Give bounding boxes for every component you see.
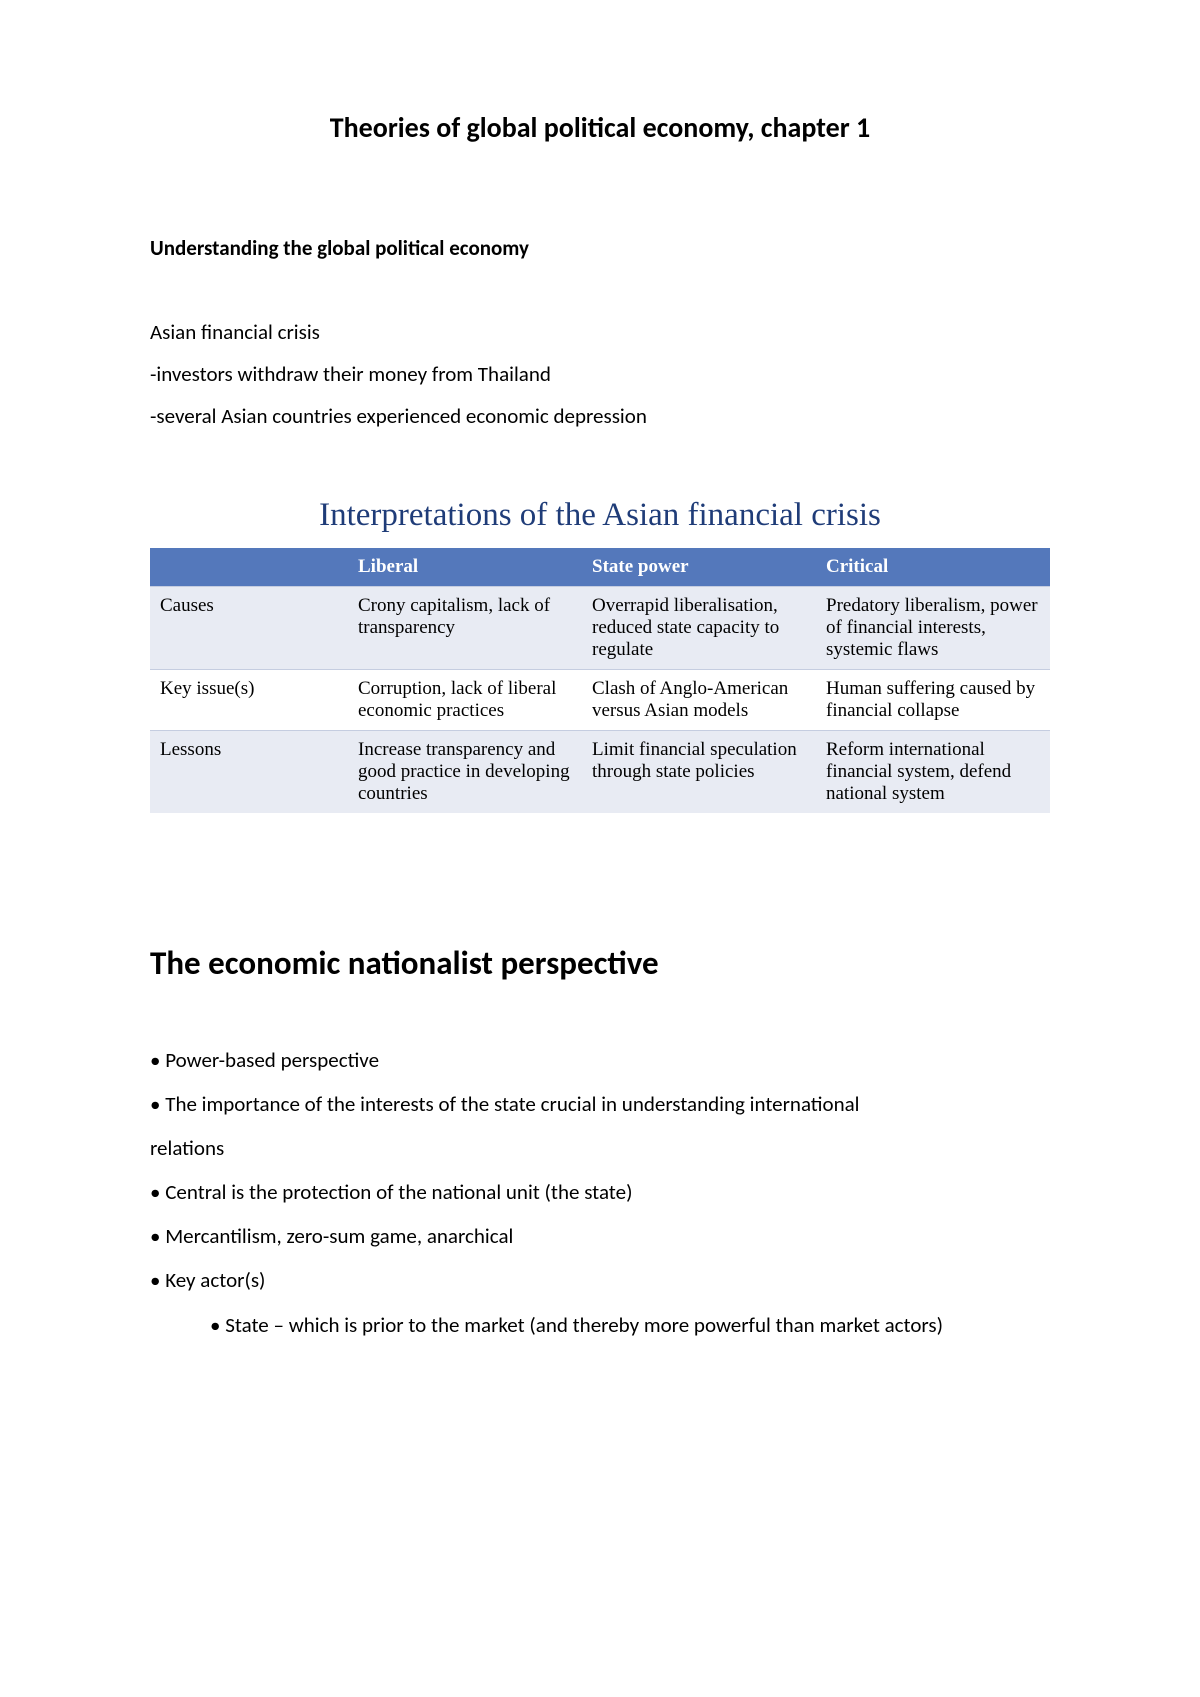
- table-cell: Clash of Anglo-American versus Asian mod…: [582, 670, 816, 731]
- page-title: Theories of global political economy, ch…: [150, 110, 1050, 145]
- intro-text-block: Asian financial crisis -investors withdr…: [150, 311, 1050, 437]
- list-item: • Power-based perspective: [150, 1038, 1050, 1082]
- list-sub-item: • State – which is prior to the market (…: [150, 1303, 1050, 1347]
- body-line: -several Asian countries experienced eco…: [150, 395, 1050, 437]
- bullet-list: • Power-based perspective • The importan…: [150, 1038, 1050, 1347]
- table-row: Key issue(s) Corruption, lack of liberal…: [150, 670, 1050, 731]
- table-cell: Crony capitalism, lack of transparency: [348, 587, 582, 670]
- list-item: • Central is the protection of the natio…: [150, 1170, 1050, 1214]
- table-cell: Overrapid liberalisation, reduced state …: [582, 587, 816, 670]
- table-header-cell: Liberal: [348, 548, 582, 587]
- table-header-cell: Critical: [816, 548, 1050, 587]
- table-cell: Causes: [150, 587, 348, 670]
- table-cell: Increase transparency and good practice …: [348, 731, 582, 814]
- list-item: • Mercantilism, zero-sum game, anarchica…: [150, 1214, 1050, 1258]
- body-line: Asian financial crisis: [150, 311, 1050, 353]
- section-heading-understanding: Understanding the global political econo…: [150, 235, 1050, 261]
- list-item: • Key actor(s): [150, 1258, 1050, 1302]
- table-header-cell: [150, 548, 348, 587]
- list-item: • The importance of the interests of the…: [150, 1082, 1050, 1126]
- table-cell: Reform international financial system, d…: [816, 731, 1050, 814]
- section-heading-nationalist: The economic nationalist perspective: [150, 943, 1050, 983]
- table-title: Interpretations of the Asian financial c…: [150, 497, 1050, 534]
- table-cell: Lessons: [150, 731, 348, 814]
- document-page: Theories of global political economy, ch…: [0, 0, 1200, 1427]
- table-header-row: Liberal State power Critical: [150, 548, 1050, 587]
- table-cell: Human suffering caused by financial coll…: [816, 670, 1050, 731]
- list-item: relations: [150, 1126, 1050, 1170]
- table-cell: Corruption, lack of liberal economic pra…: [348, 670, 582, 731]
- interpretations-table: Liberal State power Critical Causes Cron…: [150, 548, 1050, 813]
- body-line: -investors withdraw their money from Tha…: [150, 353, 1050, 395]
- table-cell: Predatory liberalism, power of financial…: [816, 587, 1050, 670]
- table-header-cell: State power: [582, 548, 816, 587]
- table-row: Causes Crony capitalism, lack of transpa…: [150, 587, 1050, 670]
- table-cell: Key issue(s): [150, 670, 348, 731]
- table-cell: Limit financial speculation through stat…: [582, 731, 816, 814]
- table-row: Lessons Increase transparency and good p…: [150, 731, 1050, 814]
